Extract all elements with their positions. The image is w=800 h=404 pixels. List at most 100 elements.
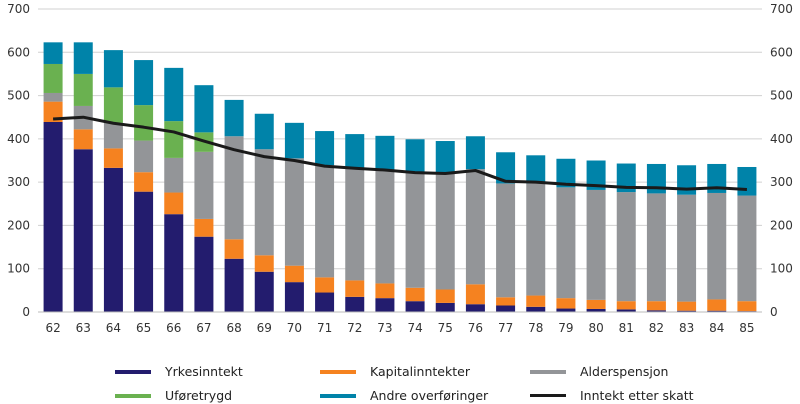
y-tick-label-right: 600 bbox=[770, 45, 793, 59]
bar-kapitalinntekter bbox=[103, 148, 123, 168]
x-tick-label: 79 bbox=[558, 321, 573, 335]
bar-alderspensjon bbox=[103, 122, 123, 149]
x-tick-label: 84 bbox=[709, 321, 724, 335]
bar-andre-overføringer bbox=[284, 122, 304, 159]
bar-yrkesinntekt bbox=[345, 296, 365, 312]
x-tick-label: 85 bbox=[739, 321, 754, 335]
x-tick-label: 78 bbox=[528, 321, 543, 335]
bar-alderspensjon bbox=[164, 157, 184, 193]
y-tick-label-left: 300 bbox=[7, 175, 30, 189]
bar-alderspensjon bbox=[224, 136, 244, 240]
legend-swatch bbox=[320, 393, 356, 398]
legend-swatch bbox=[530, 369, 566, 374]
legend-label: Yrkesinntekt bbox=[165, 364, 243, 379]
legend-label: Andre overføringer bbox=[370, 388, 489, 403]
bar-yrkesinntekt bbox=[43, 121, 63, 313]
bar-yrkesinntekt bbox=[405, 301, 425, 312]
bar-andre-overføringer bbox=[315, 131, 335, 166]
bar-andre-overføringer bbox=[194, 85, 214, 133]
bar-yrkesinntekt bbox=[526, 306, 546, 312]
x-tick-label: 64 bbox=[106, 321, 121, 335]
bar-andre-overføringer bbox=[465, 136, 485, 170]
bar-alderspensjon bbox=[616, 192, 636, 302]
bar-alderspensjon bbox=[194, 151, 214, 219]
bar-yrkesinntekt bbox=[375, 298, 395, 312]
bar-andre-overføringer bbox=[73, 42, 93, 74]
y-tick-label-right: 700 bbox=[770, 2, 793, 16]
bar-alderspensjon bbox=[43, 92, 63, 102]
bar-andre-overføringer bbox=[677, 165, 697, 195]
legend-label: Inntekt etter skatt bbox=[580, 388, 694, 403]
y-tick-label-right: 400 bbox=[770, 132, 793, 146]
legend-swatch bbox=[115, 369, 151, 374]
bar-alderspensjon bbox=[707, 192, 727, 300]
x-tick-label: 81 bbox=[619, 321, 634, 335]
bar-uføretrygd bbox=[43, 63, 63, 93]
y-tick-label-right: 100 bbox=[770, 262, 793, 276]
legend-swatch bbox=[320, 369, 356, 374]
legend: Yrkesinntekt Kapitalinntekter Alderspensjo… bbox=[0, 360, 800, 404]
bar-alderspensjon bbox=[556, 187, 576, 299]
bar-andre-overføringer bbox=[164, 67, 184, 122]
bar-kapitalinntekter bbox=[224, 239, 244, 259]
bar-yrkesinntekt bbox=[677, 310, 697, 312]
x-tick-label: 75 bbox=[438, 321, 453, 335]
bar-alderspensjon bbox=[526, 183, 546, 296]
bar-kapitalinntekter bbox=[405, 287, 425, 302]
bar-kapitalinntekter bbox=[284, 265, 304, 283]
bar-kapitalinntekter bbox=[73, 129, 93, 150]
x-tick-label: 68 bbox=[226, 321, 241, 335]
bar-yrkesinntekt bbox=[496, 305, 516, 312]
y-tick-label-left: 100 bbox=[7, 262, 30, 276]
x-tick-label: 69 bbox=[257, 321, 272, 335]
x-tick-label: 77 bbox=[498, 321, 513, 335]
bar-kapitalinntekter bbox=[616, 301, 636, 310]
bar-andre-overføringer bbox=[224, 99, 244, 137]
plot-area: 0 100 200 300 400 500 600 700 0 100 200 300 400 500 60… bbox=[7, 2, 793, 335]
y-tick-label-left: 600 bbox=[7, 45, 30, 59]
bar-kapitalinntekter bbox=[646, 301, 666, 311]
bar-andre-overføringer bbox=[707, 163, 727, 193]
legend-item: Alderspensjon bbox=[530, 364, 668, 379]
bar-andre-overføringer bbox=[43, 42, 63, 64]
bar-uføretrygd bbox=[103, 87, 123, 123]
bar-yrkesinntekt bbox=[224, 258, 244, 312]
bar-kapitalinntekter bbox=[315, 277, 335, 293]
bar-yrkesinntekt bbox=[73, 149, 93, 312]
bar-alderspensjon bbox=[737, 195, 757, 302]
bar-andre-overføringer bbox=[737, 166, 757, 196]
bar-kapitalinntekter bbox=[677, 301, 697, 311]
bar-alderspensjon bbox=[375, 170, 395, 284]
bar-kapitalinntekter bbox=[586, 299, 606, 309]
bar-andre-overføringer bbox=[345, 134, 365, 169]
y-tick-label-right: 500 bbox=[770, 89, 793, 103]
bar-andre-overføringer bbox=[526, 155, 546, 184]
bar-yrkesinntekt bbox=[646, 310, 666, 312]
bar-yrkesinntekt bbox=[315, 292, 335, 312]
bar-yrkesinntekt bbox=[103, 167, 123, 312]
bar-yrkesinntekt bbox=[435, 302, 455, 312]
legend-item: Kapitalinntekter bbox=[320, 364, 470, 379]
legend-swatch bbox=[115, 393, 151, 398]
bar-yrkesinntekt bbox=[134, 191, 154, 312]
line-inntekt-etter-skatt bbox=[52, 115, 748, 191]
bar-andre-overføringer bbox=[254, 113, 274, 150]
x-tick-label: 72 bbox=[347, 321, 362, 335]
bar-andre-overføringer bbox=[375, 135, 395, 171]
legend-item: Uføretrygd bbox=[115, 388, 232, 403]
x-tick-label: 65 bbox=[136, 321, 151, 335]
bar-uføretrygd bbox=[73, 73, 93, 106]
bar-yrkesinntekt bbox=[194, 236, 214, 312]
legend-label: Kapitalinntekter bbox=[370, 364, 470, 379]
x-tick-label: 63 bbox=[76, 321, 91, 335]
bar-andre-overføringer bbox=[435, 141, 455, 174]
x-tick-label: 71 bbox=[317, 321, 332, 335]
bar-kapitalinntekter bbox=[43, 101, 63, 122]
bar-alderspensjon bbox=[586, 189, 606, 300]
x-tick-label: 76 bbox=[468, 321, 483, 335]
bar-alderspensjon bbox=[677, 194, 697, 302]
bar-kapitalinntekter bbox=[707, 299, 727, 311]
bar-kapitalinntekter bbox=[164, 192, 184, 215]
bar-alderspensjon bbox=[345, 168, 365, 281]
bar-yrkesinntekt bbox=[616, 309, 636, 312]
